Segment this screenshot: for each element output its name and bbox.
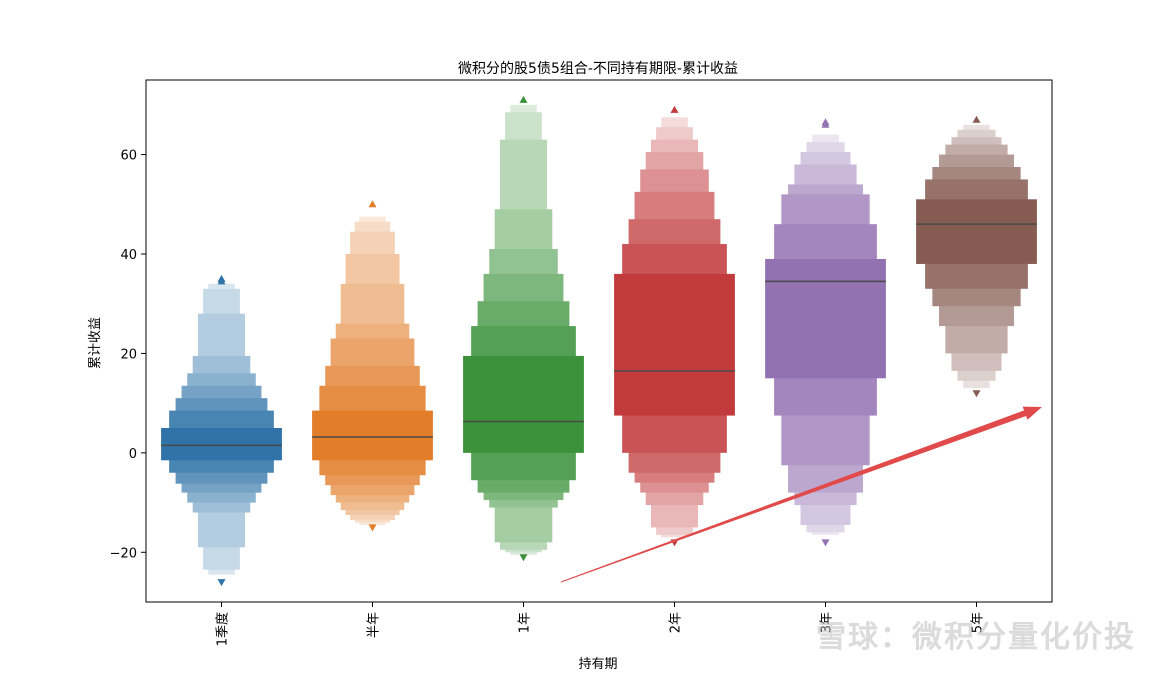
x-axis-label: 持有期	[578, 657, 617, 672]
x-tick-label: 3年	[820, 612, 835, 633]
watermark: 雪球：微积分量化价投	[816, 620, 1136, 655]
boxen-level	[614, 273, 735, 416]
x-tick-label: 半年	[367, 612, 382, 638]
outlier-marker	[972, 390, 981, 398]
outlier-marker	[217, 579, 226, 587]
outlier-marker	[821, 120, 830, 128]
outlier-marker	[821, 539, 830, 547]
outlier-marker	[519, 95, 528, 103]
outlier-marker	[670, 105, 679, 113]
y-tick-label: 60	[120, 149, 137, 164]
outlier-marker	[217, 277, 226, 285]
boxen-level	[463, 355, 584, 453]
outlier-marker	[972, 115, 981, 123]
x-tick-label: 1年	[518, 612, 533, 633]
y-tick-label: 20	[120, 347, 137, 362]
y-tick-label: 40	[120, 248, 137, 263]
x-tick-label: 1季度	[215, 612, 231, 646]
annotation-arrow	[560, 406, 1042, 583]
x-tick-label: 5年	[971, 612, 986, 633]
y-tick-label: 0	[129, 447, 137, 462]
boxen-level	[161, 428, 282, 461]
y-axis-label: 累计收益	[88, 317, 103, 369]
boxen-level	[916, 199, 1037, 264]
y-tick-label: −20	[110, 546, 137, 561]
outlier-marker	[519, 554, 528, 562]
plot-frame	[145, 79, 1053, 603]
outlier-marker	[368, 200, 377, 208]
chart-title: 微积分的股5债5组合-不同持有期限-累计收益	[458, 61, 738, 77]
outlier-marker	[368, 524, 377, 532]
boxen-level	[312, 410, 433, 461]
x-tick-label: 2年	[669, 612, 684, 633]
boxen-level	[765, 258, 886, 379]
